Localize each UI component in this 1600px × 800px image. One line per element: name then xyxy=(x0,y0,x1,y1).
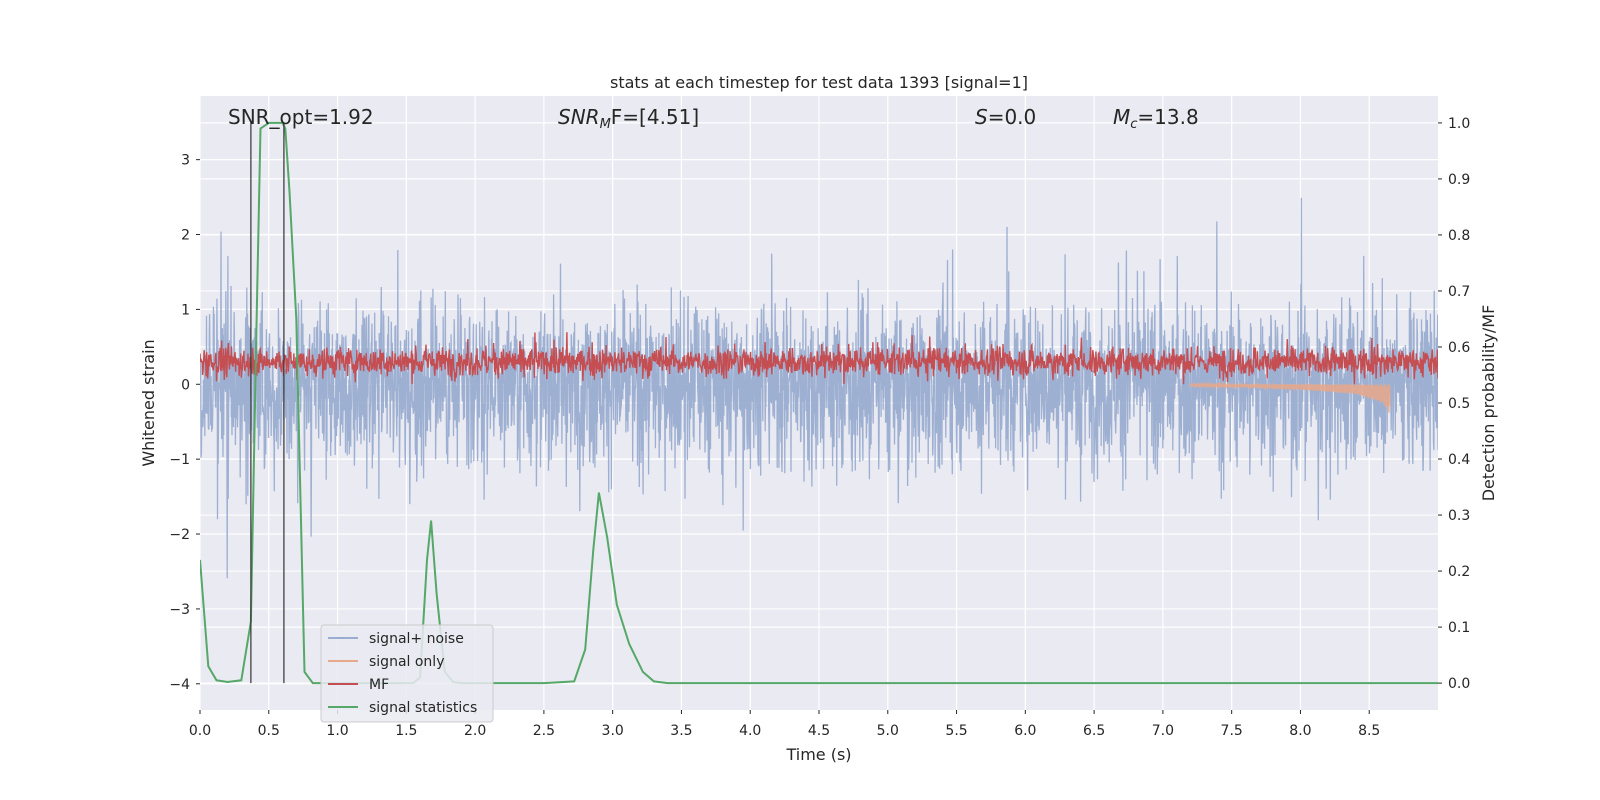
x-tick-label: 3.0 xyxy=(602,723,624,739)
annotation-snr-mf-base: SNR xyxy=(558,105,600,129)
x-tick-label: 7.5 xyxy=(1221,723,1243,739)
annotation-mc-sub: c xyxy=(1130,117,1137,132)
y-axis-right-ticks: 1.0 0.9 0.8 0.7 0.6 0.5 0.4 0.3 0.2 0.1 0.0 xyxy=(1438,116,1470,692)
y-tick-label: 1 xyxy=(181,302,190,318)
x-tick-label: 2.5 xyxy=(533,723,555,739)
y-right-tick-label: 1.0 xyxy=(1448,116,1470,132)
annotation-s-symbol: S xyxy=(975,105,988,129)
y-right-tick-label: 0.6 xyxy=(1448,340,1470,356)
y-right-tick-label: 0.5 xyxy=(1448,396,1470,412)
series-signal-noise xyxy=(200,197,1438,579)
annotation-snr-mf-rest: F=[4.51] xyxy=(611,105,699,129)
legend-label-signal-noise: signal+ noise xyxy=(369,631,464,647)
legend-label-signal-statistics: signal statistics xyxy=(369,700,477,716)
y-right-tick-label: 0.4 xyxy=(1448,452,1470,468)
y-tick-label: −4 xyxy=(169,677,190,693)
x-axis-ticks: 0.0 0.5 1.0 1.5 2.0 2.5 3.0 3.5 4.0 4.5 5.0 5.5 6.0 6… xyxy=(189,710,1380,739)
y-right-tick-label: 0.3 xyxy=(1448,508,1470,524)
x-tick-label: 4.5 xyxy=(808,723,830,739)
y-tick-label: −3 xyxy=(169,602,190,618)
y-axis-ticks: 3 2 1 0 −1 −2 −3 −4 xyxy=(169,153,200,693)
y-tick-label: 2 xyxy=(181,228,190,244)
x-tick-label: 4.0 xyxy=(739,723,761,739)
annotation-s-value: =0.0 xyxy=(988,105,1037,129)
x-tick-label: 2.0 xyxy=(464,723,486,739)
annotation-snr-mf: SNRMF=[4.51] xyxy=(558,105,699,132)
x-axis-label: Time (s) xyxy=(785,745,851,764)
y-tick-label: −2 xyxy=(169,527,190,543)
x-tick-label: 6.5 xyxy=(1083,723,1105,739)
legend-label-signal-only: signal only xyxy=(369,654,444,670)
x-tick-label: 5.0 xyxy=(877,723,899,739)
y-tick-label: 0 xyxy=(181,377,190,393)
y-tick-label: −1 xyxy=(169,452,190,468)
series-layer xyxy=(200,121,1438,685)
series-mf xyxy=(200,332,1438,385)
y-tick-label: 3 xyxy=(181,153,190,169)
x-tick-label: 5.5 xyxy=(945,723,967,739)
vertical-markers xyxy=(250,122,285,684)
series-signal-only xyxy=(1189,381,1391,413)
x-tick-label: 0.5 xyxy=(258,723,280,739)
annotation-snr-opt: SNR_opt=1.92 xyxy=(228,105,374,129)
y-axis-label: Whitened strain xyxy=(139,339,158,466)
y-right-tick-label: 0.0 xyxy=(1448,676,1470,692)
y-axis-right-label: Detection probability/MF xyxy=(1479,305,1498,502)
legend-label-mf: MF xyxy=(369,677,389,693)
series-signal-statistics xyxy=(200,121,1438,685)
legend: signal+ noise signal only MF signal stat… xyxy=(320,624,494,723)
x-tick-label: 1.0 xyxy=(326,723,348,739)
legend-box xyxy=(320,624,494,723)
chart-title: stats at each timestep for test data 139… xyxy=(610,73,1028,92)
annotation-snr-mf-sub: M xyxy=(600,117,611,132)
x-tick-label: 8.5 xyxy=(1358,723,1380,739)
y-right-tick-label: 0.8 xyxy=(1448,228,1470,244)
x-tick-label: 8.0 xyxy=(1289,723,1311,739)
x-tick-label: 3.5 xyxy=(670,723,692,739)
annotation-mc: Mc=13.8 xyxy=(1113,105,1199,132)
x-tick-label: 7.0 xyxy=(1152,723,1174,739)
x-tick-label: 6.0 xyxy=(1014,723,1036,739)
x-tick-label: 1.5 xyxy=(395,723,417,739)
y-right-tick-label: 0.1 xyxy=(1448,620,1470,636)
x-tick-label: 0.0 xyxy=(189,723,211,739)
annotation-s: S=0.0 xyxy=(975,105,1036,129)
y-right-tick-label: 0.7 xyxy=(1448,284,1470,300)
annotation-mc-symbol: M xyxy=(1113,105,1130,129)
y-right-tick-label: 0.9 xyxy=(1448,172,1470,188)
y-right-tick-label: 0.2 xyxy=(1448,564,1470,580)
annotation-mc-value: =13.8 xyxy=(1137,105,1198,129)
